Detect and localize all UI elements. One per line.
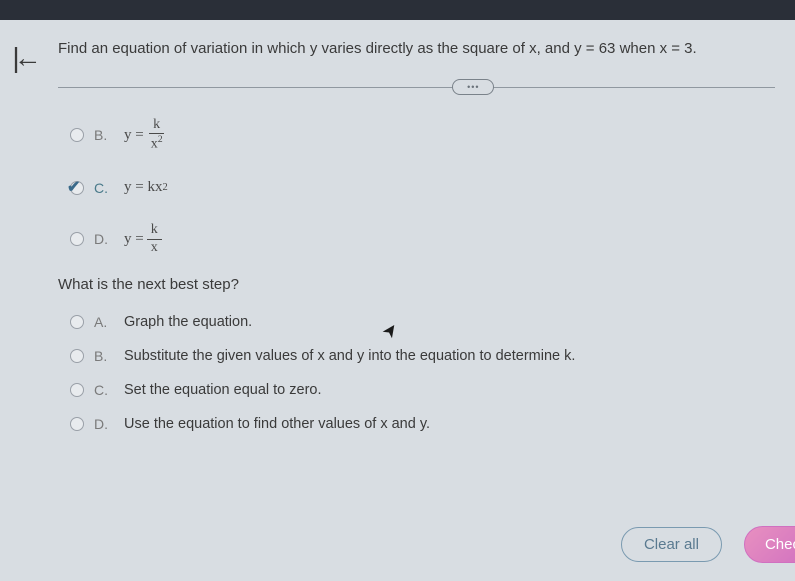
option-letter: B. — [94, 348, 112, 364]
step-option-a[interactable]: A. Graph the equation. — [70, 311, 775, 333]
radio-step-b[interactable] — [70, 349, 84, 363]
top-bar — [0, 0, 795, 20]
eq-sup: 2 — [162, 182, 167, 193]
sub-question: What is the next best step? — [58, 276, 775, 293]
radio-step-d[interactable] — [70, 417, 84, 431]
back-column: |← — [0, 20, 48, 581]
option-letter: A. — [94, 314, 112, 330]
check-button[interactable]: Chec — [744, 526, 795, 563]
step-option-c[interactable]: C. Set the equation equal to zero. — [70, 379, 775, 401]
option-d[interactable]: D. y = k x — [70, 222, 775, 257]
option-letter: C. — [94, 180, 112, 196]
back-icon[interactable]: |← — [12, 42, 35, 74]
frac-top: k — [147, 222, 162, 240]
eq-lhs: y = kx — [124, 179, 162, 196]
step-options: A. Graph the equation. B. Substitute the… — [58, 311, 775, 435]
button-row: Clear all Chec — [621, 526, 795, 563]
equation-d: y = k x — [124, 222, 162, 257]
main-container: |← Find an equation of variation in whic… — [0, 20, 795, 581]
clear-all-button[interactable]: Clear all — [621, 527, 722, 562]
option-letter: D. — [94, 231, 112, 247]
fraction: k x — [147, 222, 162, 257]
option-letter: D. — [94, 416, 112, 432]
divider: ••• — [58, 77, 775, 97]
fraction: k x2 — [147, 117, 167, 154]
content-area: Find an equation of variation in which y… — [48, 20, 795, 581]
step-option-d[interactable]: D. Use the equation to find other values… — [70, 413, 775, 435]
frac-top: k — [149, 117, 164, 135]
radio-c-wrap[interactable]: ✔ — [70, 181, 84, 195]
frac-base: x — [151, 137, 158, 152]
divider-line — [58, 87, 775, 88]
frac-sup: 2 — [158, 134, 163, 145]
option-b[interactable]: B. y = k x2 — [70, 117, 775, 154]
option-letter: C. — [94, 382, 112, 398]
frac-bot: x2 — [147, 134, 167, 153]
radio-step-a[interactable] — [70, 315, 84, 329]
option-text: Substitute the given values of x and y i… — [124, 348, 575, 364]
eq-lhs: y = — [124, 231, 144, 248]
option-c[interactable]: ✔ C. y = kx2 — [70, 172, 775, 204]
step-option-b[interactable]: B. Substitute the given values of x and … — [70, 345, 775, 367]
option-text: Use the equation to find other values of… — [124, 416, 430, 432]
equation-b: y = k x2 — [124, 117, 167, 154]
radio-d[interactable] — [70, 232, 84, 246]
question-text: Find an equation of variation in which y… — [58, 30, 775, 77]
radio-step-c[interactable] — [70, 383, 84, 397]
equation-options: B. y = k x2 ✔ C. y = kx2 — [58, 117, 775, 257]
radio-b[interactable] — [70, 128, 84, 142]
expand-pill[interactable]: ••• — [452, 79, 494, 95]
frac-bot: x — [147, 240, 162, 257]
eq-lhs: y = — [124, 127, 144, 144]
option-letter: B. — [94, 127, 112, 143]
check-icon: ✔ — [67, 177, 80, 197]
equation-c: y = kx2 — [124, 179, 168, 196]
option-text: Set the equation equal to zero. — [124, 382, 322, 398]
option-text: Graph the equation. — [124, 314, 252, 330]
